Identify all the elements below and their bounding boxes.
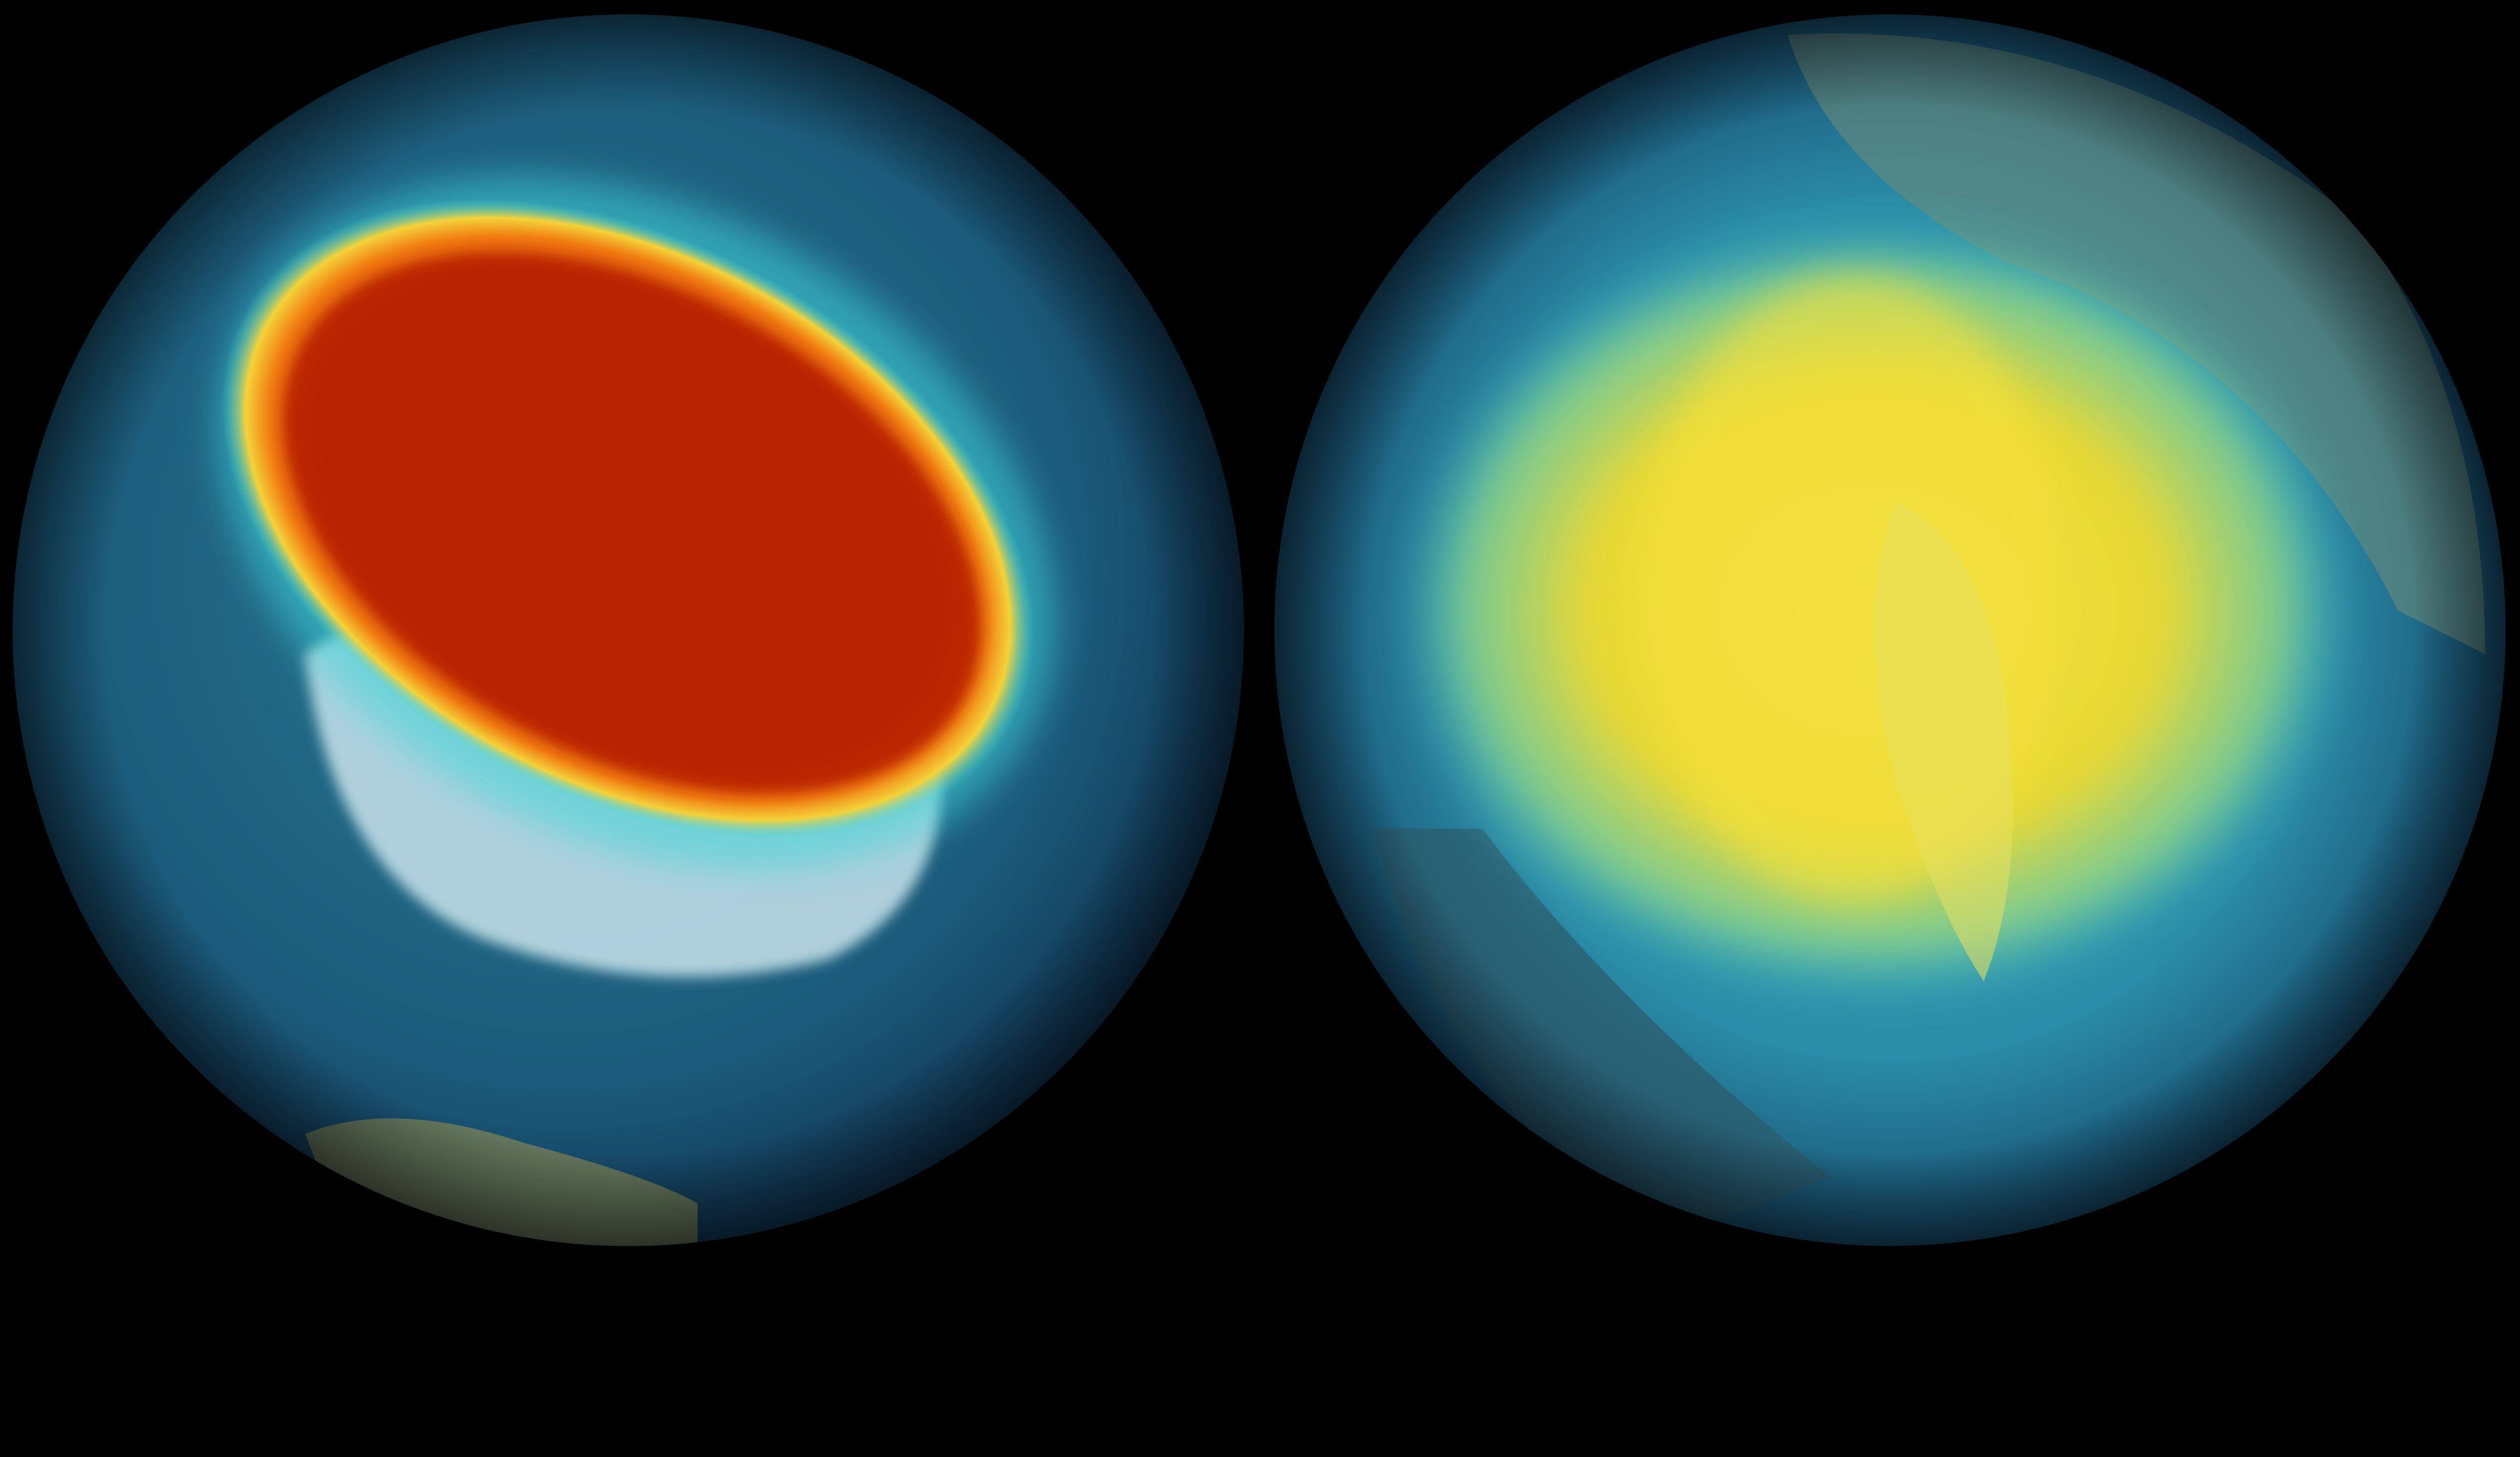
visualization-canvas (13, 14, 2506, 1246)
globe-limb-shade (1274, 14, 2506, 1246)
globe-limb-shade (13, 14, 1244, 1246)
northern-hemisphere-globe (1274, 14, 2506, 1246)
southern-hemisphere-globe (13, 14, 1244, 1246)
